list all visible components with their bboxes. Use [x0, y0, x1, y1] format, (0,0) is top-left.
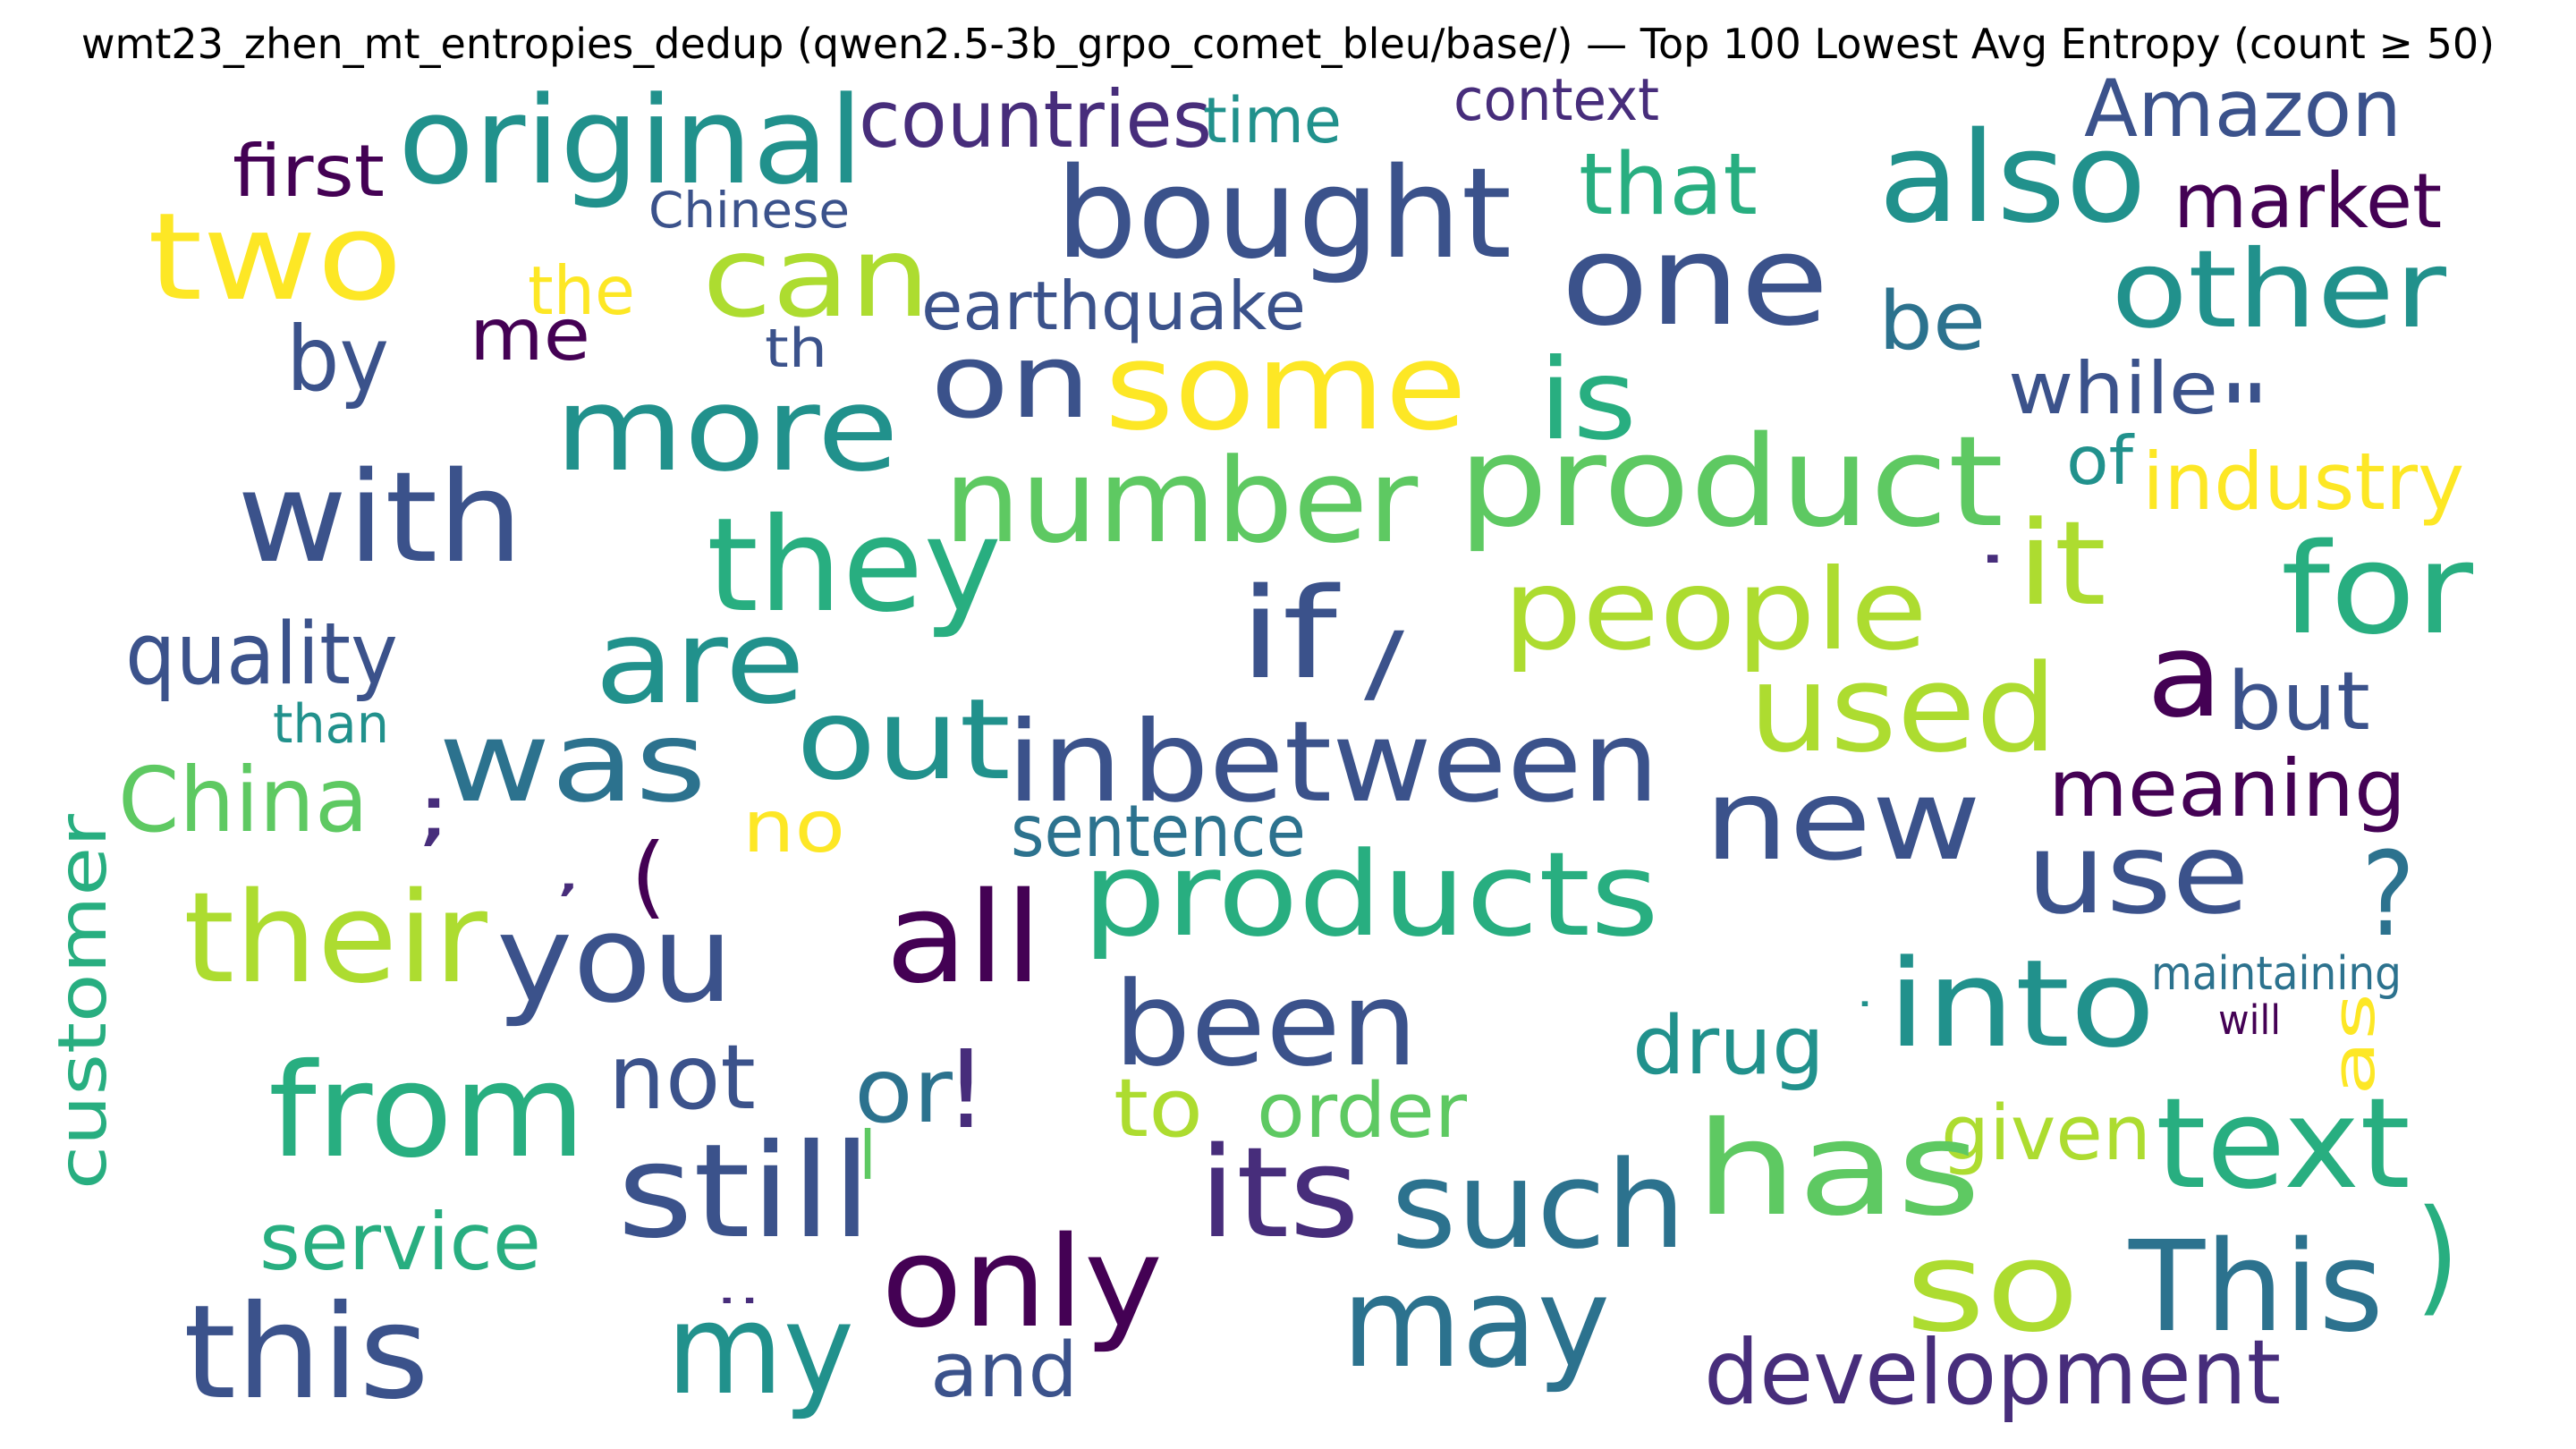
word-on: on [930, 322, 1092, 442]
word-exclamation: ! [944, 1029, 988, 1153]
word-in: in [1006, 698, 1123, 827]
word-customer: customer [43, 814, 122, 1190]
word-me: me [470, 293, 591, 377]
word-they: they [707, 490, 1002, 641]
word-the: the [528, 251, 636, 330]
word-maintaining: maintaining [2151, 947, 2402, 1001]
word-not: not [608, 1025, 756, 1130]
word-more: more [555, 361, 899, 497]
word-of: of [2066, 421, 2133, 500]
word-people: people [1503, 546, 1928, 675]
word-its: its [1199, 1121, 1360, 1267]
word-that: that [1579, 136, 1758, 234]
word-also: also [1878, 106, 2147, 251]
word-such: such [1391, 1135, 1686, 1275]
word-but: but [2227, 655, 2370, 749]
word-product: product [1458, 410, 2004, 555]
word-you: you [496, 889, 733, 1030]
word-chinese: Chinese [648, 182, 851, 239]
word-open-paren: ( [631, 824, 666, 928]
word-service: service [259, 1196, 541, 1288]
word-or: or [854, 1038, 953, 1143]
word-given: given [1941, 1089, 2151, 1178]
word-and: and [930, 1326, 1079, 1415]
word-to: to [1114, 1062, 1204, 1156]
word-slash: / [1364, 614, 1405, 713]
word-middle-dot: · [1856, 980, 1874, 1028]
word-their: their [183, 866, 487, 1012]
word-time: time [1203, 84, 1342, 157]
word-with: with [237, 445, 523, 591]
word-two: two [148, 187, 403, 327]
word-may: may [1342, 1250, 1611, 1396]
word-original: original [398, 71, 864, 211]
word-countries: countries [859, 73, 1212, 165]
word-quote: " [2218, 369, 2271, 453]
word-china: China [118, 748, 369, 852]
word-other: other [2111, 228, 2446, 352]
word-use: use [2026, 809, 2250, 939]
word-amazon: Amazon [2084, 63, 2402, 155]
word-out: out [796, 675, 1011, 805]
word-this: this [183, 1277, 429, 1428]
word-some: some [1105, 317, 1467, 457]
word-one: one [1561, 208, 1829, 354]
word-earthquake: earthquake [921, 267, 1307, 345]
word-be: be [1878, 275, 1987, 369]
word-comma: , [555, 841, 581, 903]
word-new: new [1704, 756, 1982, 886]
word-order: order [1257, 1067, 1468, 1156]
word-used: used [1749, 639, 2058, 779]
word-while: while [2008, 347, 2218, 430]
word-by: by [286, 307, 390, 411]
word-quality: quality [125, 606, 398, 704]
word-from: from [268, 1036, 586, 1187]
word-between: between [1131, 698, 1660, 827]
word-first: first [233, 130, 385, 213]
word-bought: bought [1055, 141, 1513, 287]
word-if: if [1239, 562, 1337, 708]
word-context: context [1453, 67, 1660, 134]
word-it: it [2017, 496, 2106, 631]
word-has: has [1695, 1094, 1981, 1245]
word-was: was [438, 698, 708, 827]
word-can: can [702, 213, 931, 343]
word-products: products [1082, 826, 1659, 962]
word-drug: drug [1632, 999, 1825, 1093]
word-number: number [944, 433, 1419, 569]
word-ellipsis: .. [716, 1262, 761, 1314]
word-text: text [2156, 1072, 2411, 1217]
word-than: than [273, 693, 389, 756]
word-will: will [2218, 996, 2282, 1044]
word-only: only [881, 1210, 1164, 1356]
word-this: This [2129, 1215, 2384, 1360]
word-market: market [2174, 157, 2443, 246]
word-th: th [765, 318, 827, 380]
word-so: so [1905, 1215, 2080, 1360]
word-development: development [1704, 1320, 2282, 1425]
word-all: all [886, 866, 1043, 1012]
word-period: . [1977, 504, 2009, 578]
word-been: been [1114, 956, 1419, 1092]
word-no: no [742, 785, 846, 869]
word-into: into [1887, 934, 2156, 1074]
word-for: for [2281, 517, 2474, 663]
word-still: still [617, 1116, 872, 1267]
word-question-mark: ? [2361, 826, 2416, 962]
word-industry: industry [2142, 436, 2465, 528]
word-sentence: sentence [1011, 790, 1306, 873]
word-semicolon: ; [416, 767, 453, 856]
word-is: is [1538, 335, 1638, 465]
word-are: are [595, 594, 806, 730]
word-l: l [859, 1116, 877, 1195]
word-meaning: meaning [2048, 742, 2406, 835]
word-my: my [666, 1277, 855, 1423]
word-a: a [2147, 607, 2224, 743]
word-close-paren: ) [2415, 1183, 2460, 1329]
page-title: wmt23_zhen_mt_entropies_dedup (qwen2.5-3… [80, 20, 2496, 68]
